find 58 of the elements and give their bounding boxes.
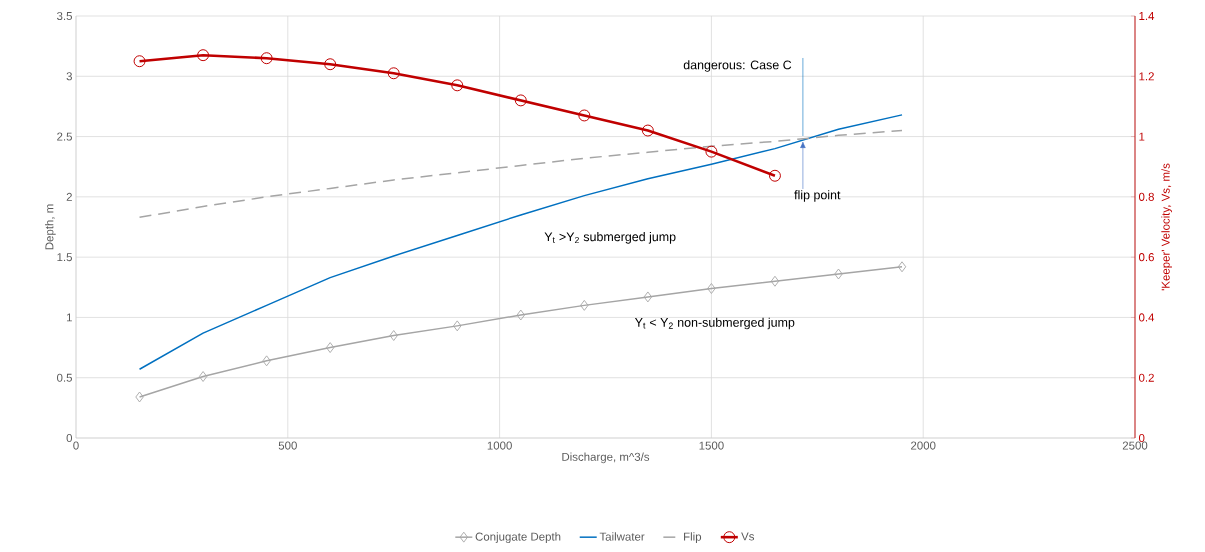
y2-tick-label: 0.2 [1138,373,1154,382]
legend-label: Vs [741,532,755,541]
point [834,268,843,280]
point [770,275,780,287]
y2-tick-label: 1 [1139,132,1145,141]
y2-axis-title: 'Keeper' Velocity, Vs, m/s [1161,163,1172,291]
legend-label: Conjugate Depth [475,532,561,543]
x-tick-label: 0 [73,441,79,450]
annotation: Y$_{t}$ < Y$_{2}$ non-submerged jump [634,317,795,330]
y-tick-label: 2 [66,192,72,201]
x-tick-label: 1000 [487,441,512,450]
point [197,49,210,62]
point [705,145,718,158]
y2-tick-label: 0.8 [1138,192,1154,201]
point [260,52,273,65]
point [387,67,400,80]
point [324,58,337,71]
annotation: dangerous: Case C [683,60,792,72]
point [262,355,271,367]
y-tick-label: 1.5 [57,253,72,262]
point [451,79,464,92]
point [453,320,462,332]
annotation: Y$_{t}$ >Y$_{2}$ submerged jump [544,232,676,244]
point [768,169,781,182]
point [580,299,589,311]
x-axis-title: Discharge, m^3/s [562,452,650,464]
y-tick-label: 3 [66,72,72,81]
point [897,261,907,273]
point [707,283,716,294]
point [389,330,398,341]
y-tick-label: 0 [66,433,73,443]
x-tick-label: 1500 [699,441,724,450]
legend-label: Flip [684,532,702,543]
point [578,109,591,122]
y2-tick-label: 1.4 [1139,12,1155,20]
y-tick-label: 2.5 [57,132,72,141]
y-tick-label: 3.5 [56,11,72,21]
x-tick-label: 2000 [911,441,936,450]
y-tick-label: 1 [66,313,72,322]
y2-tick-label: 0.6 [1138,253,1154,262]
y2-tick-label: 0.4 [1138,313,1155,322]
annotation: flip point [794,190,841,202]
point [643,291,653,303]
point [514,94,527,107]
line-series [138,114,903,371]
x-tick-label: 2500 [1122,441,1148,450]
point [641,124,654,137]
point [198,371,208,382]
point [135,391,144,403]
point [325,342,335,353]
legend-label: Tailwater [599,532,645,541]
point [133,55,146,68]
point [516,309,525,321]
y2-tick-label: 1.2 [1139,72,1154,81]
x-tick-label: 500 [278,441,297,450]
line-series [138,129,903,219]
y-tick-label: 0.5 [57,373,72,382]
y-axis-title: Depth, m [45,204,56,250]
